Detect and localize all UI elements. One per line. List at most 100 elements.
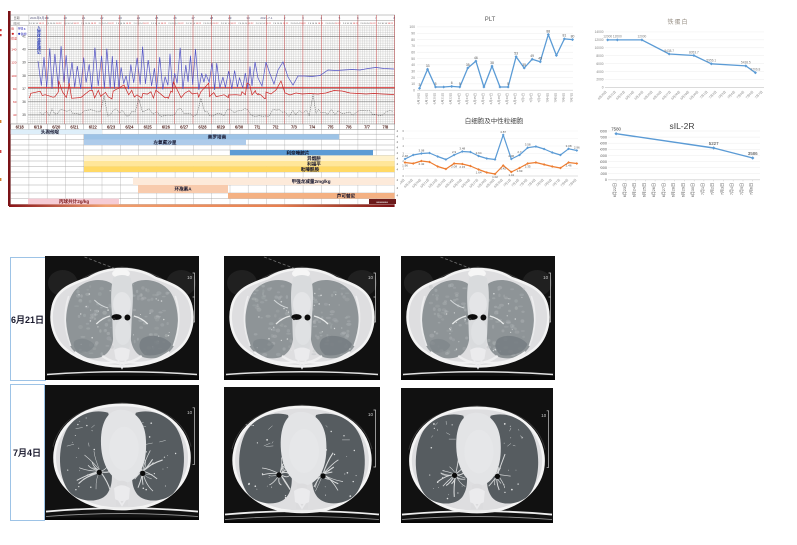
svg-text:1.64: 1.64 bbox=[476, 171, 482, 175]
svg-text:6/25: 6/25 bbox=[144, 125, 153, 130]
svg-text:5956.1: 5956.1 bbox=[706, 59, 716, 63]
svg-text:7月3日: 7月3日 bbox=[720, 183, 725, 195]
svg-text:8000: 8000 bbox=[596, 54, 603, 58]
svg-text:6月22日: 6月22日 bbox=[428, 178, 439, 189]
svg-text:5000: 5000 bbox=[600, 148, 607, 152]
svg-text:6/22: 6/22 bbox=[89, 125, 98, 130]
svg-text:6月30日: 6月30日 bbox=[690, 183, 695, 197]
svg-text:脉搏: 脉搏 bbox=[21, 32, 27, 36]
svg-text:28: 28 bbox=[210, 16, 214, 20]
svg-text:6000: 6000 bbox=[600, 142, 607, 146]
svg-text:搏: 搏 bbox=[36, 46, 41, 51]
svg-text:6/19: 6/19 bbox=[34, 125, 43, 130]
svg-text:7月2日: 7月2日 bbox=[529, 93, 533, 103]
svg-text:2 6 10 14: 2 6 10 14 bbox=[116, 23, 126, 25]
svg-text:7月2日: 7月2日 bbox=[511, 178, 521, 188]
svg-text:25: 25 bbox=[155, 16, 159, 20]
svg-text:7月5日: 7月5日 bbox=[739, 183, 744, 195]
svg-text:6月26日: 6月26日 bbox=[460, 178, 471, 189]
svg-text:6月26日: 6月26日 bbox=[481, 93, 485, 104]
svg-text:6月18日: 6月18日 bbox=[400, 178, 406, 189]
svg-text:12000: 12000 bbox=[603, 35, 612, 39]
svg-text:2 6 10 14: 2 6 10 14 bbox=[360, 23, 370, 25]
svg-text:6/24: 6/24 bbox=[125, 125, 134, 130]
svg-text:4: 4 bbox=[397, 168, 399, 172]
svg-text:60: 60 bbox=[13, 100, 17, 104]
svg-text:美罗培南: 美罗培南 bbox=[208, 134, 227, 141]
svg-text:2 6 10 14: 2 6 10 14 bbox=[186, 23, 196, 25]
svg-text:2.15: 2.15 bbox=[459, 165, 465, 169]
svg-text:6月24日: 6月24日 bbox=[465, 93, 469, 104]
svg-text:50: 50 bbox=[411, 57, 415, 61]
svg-text:30: 30 bbox=[411, 70, 415, 74]
svg-text:10: 10 bbox=[541, 413, 546, 418]
svg-text:sIL-2R: sIL-2R bbox=[669, 121, 694, 131]
svg-text:2021-7-1: 2021-7-1 bbox=[260, 16, 272, 20]
svg-text:3.08: 3.08 bbox=[566, 144, 572, 148]
svg-text:40: 40 bbox=[411, 63, 415, 67]
svg-text:6月20日: 6月20日 bbox=[433, 93, 437, 104]
svg-text:6月25日: 6月25日 bbox=[641, 183, 646, 197]
svg-text:7/3: 7/3 bbox=[291, 125, 297, 130]
svg-text:7月4日: 7月4日 bbox=[726, 90, 736, 100]
svg-text:20: 20 bbox=[411, 76, 415, 80]
svg-text:1.02: 1.02 bbox=[492, 175, 498, 179]
svg-text:2000: 2000 bbox=[600, 166, 607, 170]
svg-text:头孢他啶: 头孢他啶 bbox=[41, 129, 60, 136]
svg-text:10: 10 bbox=[411, 82, 415, 86]
svg-text:8000: 8000 bbox=[600, 129, 607, 133]
svg-text:4.87: 4.87 bbox=[500, 130, 506, 134]
svg-text:40: 40 bbox=[13, 113, 17, 117]
svg-text:35: 35 bbox=[466, 63, 470, 67]
svg-text:日期: 日期 bbox=[14, 15, 20, 20]
svg-text:3: 3 bbox=[402, 152, 404, 156]
svg-text:4: 4 bbox=[397, 129, 399, 133]
svg-text:6/18: 6/18 bbox=[16, 125, 25, 130]
svg-text:2.08: 2.08 bbox=[451, 165, 457, 169]
svg-text:12000: 12000 bbox=[637, 35, 646, 39]
svg-text:2 6 10 14: 2 6 10 14 bbox=[325, 23, 335, 25]
svg-text:2.42: 2.42 bbox=[418, 162, 424, 166]
svg-text:2.64: 2.64 bbox=[476, 151, 482, 155]
svg-text:吡嗪酰胺: 吡嗪酰胺 bbox=[301, 166, 320, 173]
svg-text:7月3日: 7月3日 bbox=[519, 178, 529, 188]
svg-text:39: 39 bbox=[22, 61, 26, 65]
svg-text:6月25日: 6月25日 bbox=[452, 178, 463, 189]
svg-text:6月22日: 6月22日 bbox=[449, 93, 453, 104]
svg-text:37: 37 bbox=[22, 87, 26, 91]
svg-text:6月29日: 6月29日 bbox=[505, 93, 509, 104]
svg-text:6月29日: 6月29日 bbox=[679, 90, 690, 101]
svg-text:6月29日: 6月29日 bbox=[680, 183, 685, 197]
svg-text:6月18日: 6月18日 bbox=[417, 93, 421, 104]
svg-text:7月3日: 7月3日 bbox=[537, 93, 541, 103]
svg-text:6月28日: 6月28日 bbox=[671, 183, 676, 197]
svg-text:2 6 10 14: 2 6 10 14 bbox=[99, 23, 109, 25]
svg-text:18 22: 18 22 bbox=[178, 23, 184, 25]
svg-text:12000: 12000 bbox=[595, 38, 604, 42]
svg-text:7月3日: 7月3日 bbox=[717, 90, 727, 100]
svg-text:利福平: 利福平 bbox=[306, 160, 321, 167]
svg-text:2 6 10 14: 2 6 10 14 bbox=[151, 23, 161, 25]
svg-text:19: 19 bbox=[45, 16, 49, 20]
svg-text:2 6 10 14: 2 6 10 14 bbox=[238, 23, 248, 25]
svg-text:81: 81 bbox=[563, 34, 567, 38]
svg-text:6月27日: 6月27日 bbox=[468, 178, 479, 189]
svg-text:白细胞及中性粒细胞: 白细胞及中性粒细胞 bbox=[465, 116, 524, 125]
svg-text:18 22: 18 22 bbox=[370, 23, 376, 25]
svg-text:6月25日: 6月25日 bbox=[473, 93, 477, 104]
svg-text:4: 4 bbox=[397, 146, 399, 150]
svg-text:1000: 1000 bbox=[600, 172, 607, 176]
svg-text:6月30日: 6月30日 bbox=[493, 178, 504, 189]
svg-text:异烟肼: 异烟肼 bbox=[307, 155, 321, 162]
svg-text:6月23日: 6月23日 bbox=[624, 90, 635, 101]
svg-text:6/26: 6/26 bbox=[162, 125, 171, 130]
svg-text:7/1: 7/1 bbox=[254, 125, 260, 130]
svg-text:4: 4 bbox=[397, 157, 399, 161]
svg-text:18 22: 18 22 bbox=[91, 23, 97, 25]
svg-text:24: 24 bbox=[137, 16, 141, 20]
svg-text:90: 90 bbox=[411, 32, 415, 36]
svg-text:环孢素A: 环孢素A bbox=[174, 186, 192, 193]
svg-text:6月21日: 6月21日 bbox=[606, 90, 617, 101]
svg-text:7月5日: 7月5日 bbox=[535, 178, 545, 188]
svg-text:18 22: 18 22 bbox=[108, 23, 114, 25]
